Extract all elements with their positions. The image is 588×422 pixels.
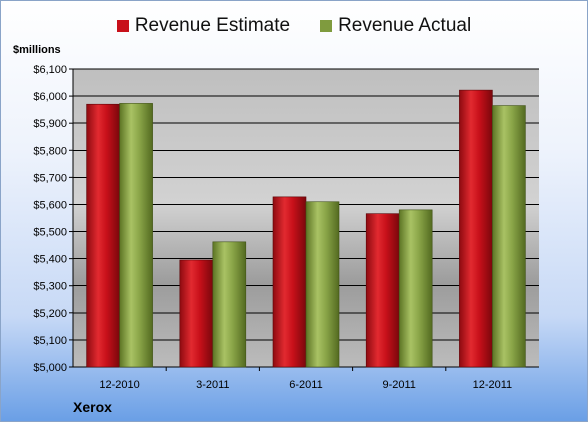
y-tick-label: $5,800: [33, 145, 67, 157]
x-tick-label: 6-2011: [289, 379, 322, 391]
x-tick-label: 3-2011: [196, 379, 229, 391]
y-tick-label: $5,100: [33, 335, 67, 347]
legend-item-actual: Revenue Actual: [320, 15, 471, 37]
bar-revenue-estimate: [86, 103, 120, 368]
bar-revenue-actual: [119, 103, 153, 368]
y-axis-unit-label: $millions: [13, 44, 61, 56]
y-tick-label: $5,400: [33, 254, 67, 266]
y-tick-label: $6,100: [33, 64, 67, 76]
legend-item-estimate: Revenue Estimate: [116, 15, 291, 37]
bar-revenue-estimate: [179, 259, 214, 368]
chart-legend: Revenue Estimate Revenue Actual: [1, 15, 587, 37]
legend-swatch-actual: [320, 20, 333, 32]
bar-revenue-actual: [305, 201, 340, 368]
x-tick-label: 9-2011: [382, 379, 415, 391]
y-tick-label: $5,000: [33, 362, 67, 374]
legend-label-actual: Revenue Actual: [338, 15, 472, 36]
bar-revenue-actual: [212, 241, 247, 368]
bar-revenue-actual: [398, 209, 433, 368]
y-tick-label: $6,000: [33, 91, 67, 103]
bar-revenue-estimate: [272, 196, 307, 368]
y-tick-label: $5,200: [33, 308, 67, 320]
x-tick-label: 12-2011: [473, 379, 513, 391]
y-tick-label: $5,700: [33, 172, 67, 184]
bar-revenue-actual: [492, 105, 526, 368]
company-label: Xerox: [73, 399, 112, 415]
x-tick-label: 12-2010: [99, 379, 139, 391]
y-tick-label: $5,500: [33, 227, 67, 239]
bar-revenue-estimate: [365, 213, 400, 368]
legend-label-estimate: Revenue Estimate: [134, 15, 291, 36]
y-tick-label: $5,300: [33, 281, 67, 293]
bar-revenue-estimate: [459, 89, 493, 368]
y-tick-label: $5,600: [33, 199, 67, 211]
legend-swatch-estimate: [116, 20, 129, 32]
y-tick-label: $5,900: [33, 118, 67, 130]
